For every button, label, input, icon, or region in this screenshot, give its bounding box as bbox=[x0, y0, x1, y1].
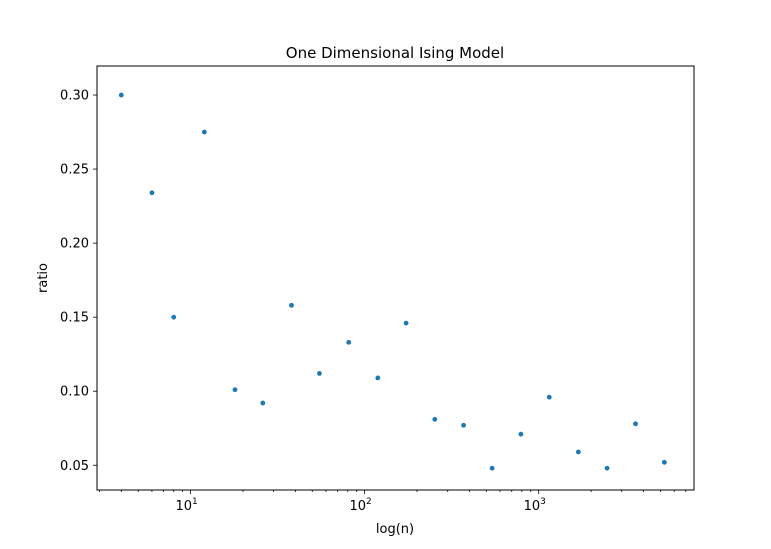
scatter-point bbox=[260, 400, 266, 406]
scatter-point bbox=[661, 459, 667, 465]
x-tick-label: 102 bbox=[350, 497, 372, 514]
scatter-point bbox=[201, 129, 207, 135]
y-axis-label: ratio bbox=[36, 263, 51, 293]
x-axis-label: log(n) bbox=[376, 522, 414, 537]
scatter-point bbox=[518, 431, 524, 437]
scatter-points bbox=[118, 92, 667, 471]
x-axis-ticks: 101 102 103 bbox=[175, 490, 546, 514]
x-tick-label: 103 bbox=[524, 497, 546, 514]
chart-title: One Dimensional Ising Model bbox=[286, 44, 504, 62]
y-tick-label: 0.25 bbox=[60, 163, 89, 178]
scatter-point bbox=[149, 190, 155, 196]
plot-area-frame bbox=[96, 65, 695, 491]
scatter-point bbox=[289, 302, 294, 308]
y-axis-ticks: 0.05 0.10 0.15 0.20 0.25 0.30 bbox=[60, 89, 97, 474]
scatter-point bbox=[346, 339, 352, 345]
x-tick-label: 101 bbox=[175, 497, 197, 514]
scatter-point bbox=[604, 465, 610, 471]
scatter-point bbox=[432, 416, 438, 422]
y-tick-label: 0.05 bbox=[60, 459, 89, 474]
scatter-point bbox=[575, 449, 581, 455]
scatter-point bbox=[633, 421, 638, 427]
y-tick-label: 0.10 bbox=[60, 385, 89, 400]
scatter-point bbox=[461, 422, 466, 428]
scatter-point bbox=[317, 371, 322, 376]
y-tick-label: 0.30 bbox=[60, 89, 89, 104]
scatter-point bbox=[232, 387, 238, 393]
scatter-point bbox=[489, 465, 495, 471]
scatter-point bbox=[118, 92, 124, 98]
y-tick-label: 0.20 bbox=[60, 237, 89, 252]
scatter-point bbox=[375, 375, 381, 381]
scatter-point bbox=[546, 394, 552, 400]
scatter-point bbox=[403, 320, 409, 326]
scatter-point bbox=[171, 314, 177, 320]
y-tick-label: 0.15 bbox=[60, 311, 89, 326]
